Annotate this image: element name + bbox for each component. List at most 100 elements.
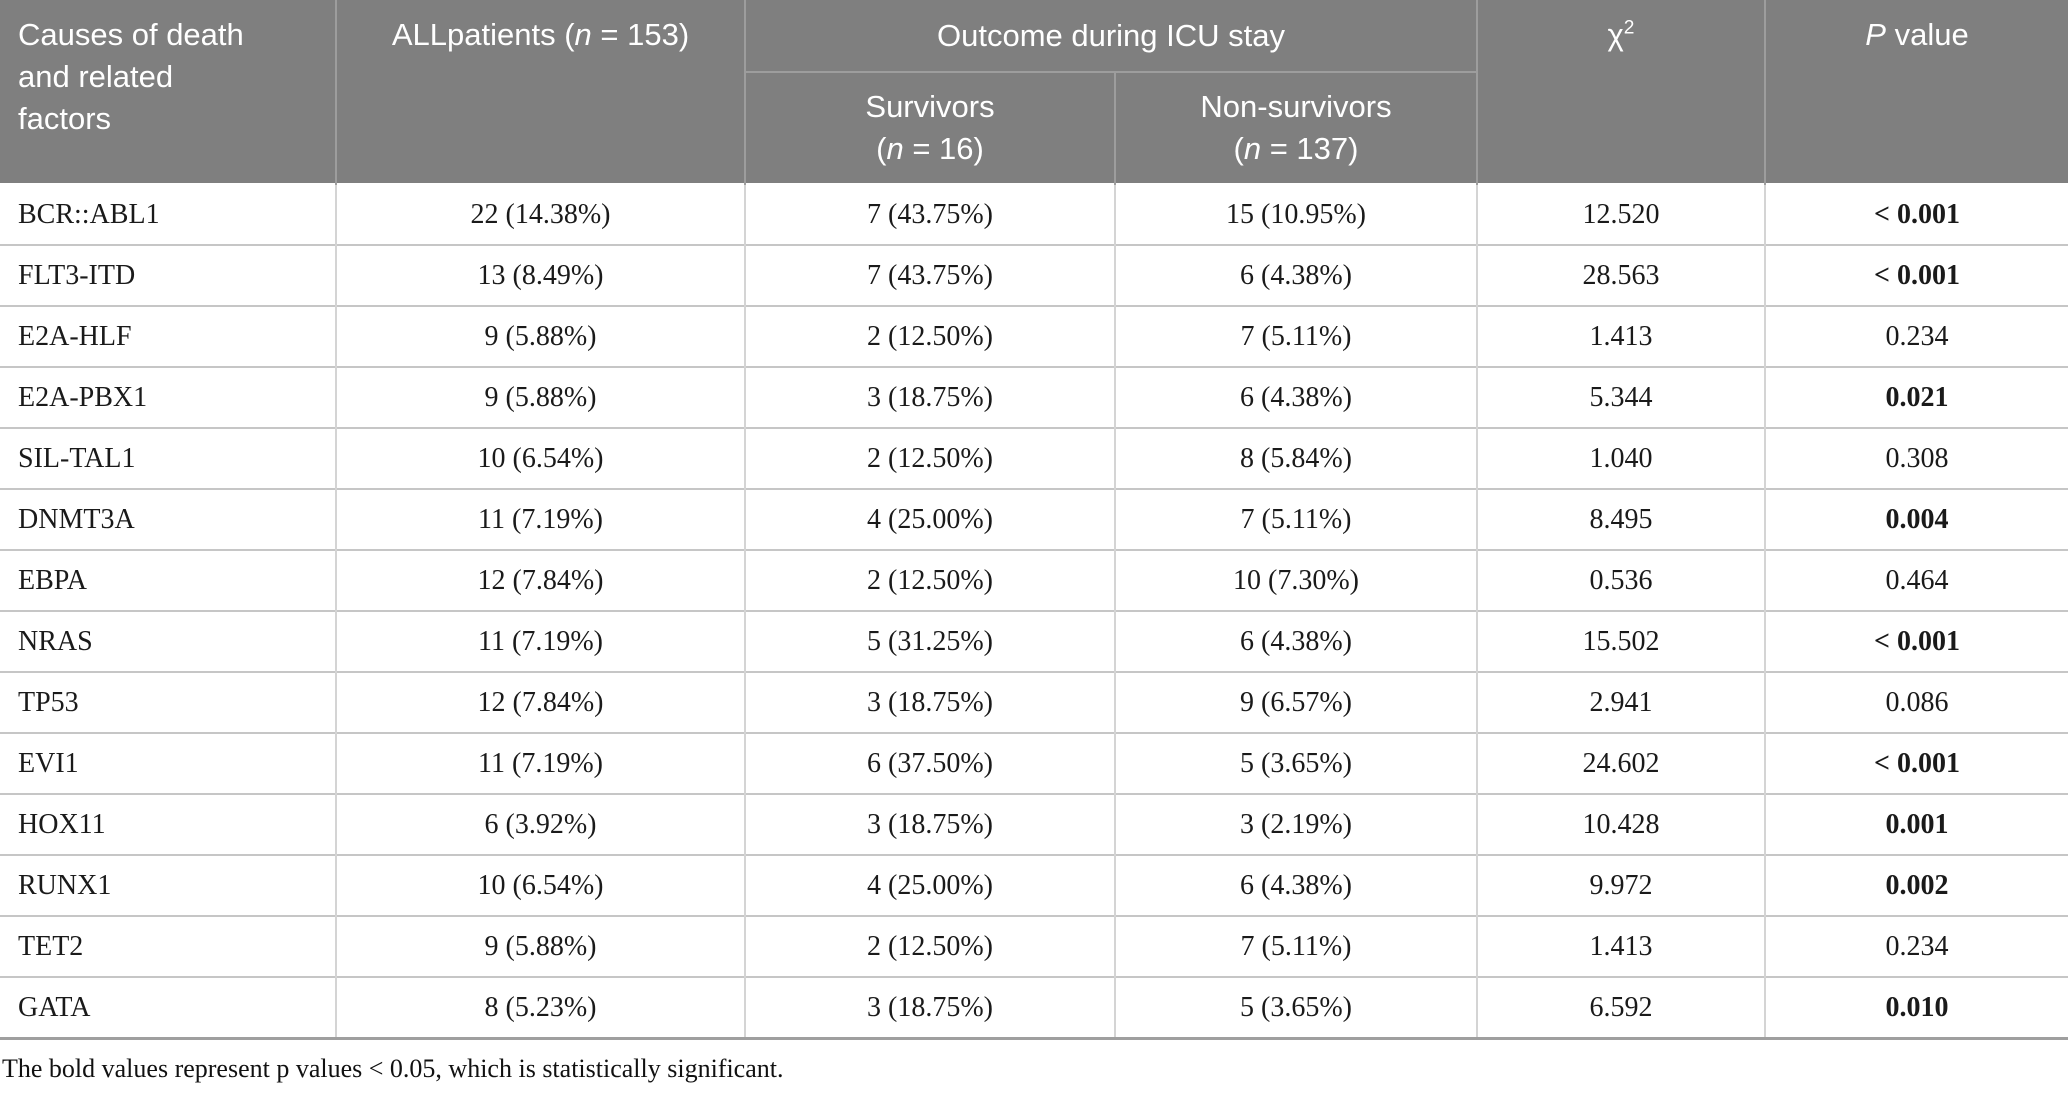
row-non-survivors: 6 (4.38%) bbox=[1114, 854, 1477, 916]
row-all-patients: 12 (7.84%) bbox=[335, 549, 745, 611]
row-p-value: 0.001 bbox=[1764, 793, 2068, 855]
row-non-survivors: 3 (2.19%) bbox=[1114, 793, 1477, 855]
row-chi-square: 12.520 bbox=[1476, 183, 1765, 245]
row-p-value: 0.002 bbox=[1764, 854, 2068, 916]
row-survivors: 7 (43.75%) bbox=[744, 244, 1115, 306]
row-all-patients: 22 (14.38%) bbox=[335, 183, 745, 245]
row-non-survivors: 7 (5.11%) bbox=[1114, 488, 1477, 550]
row-survivors: 4 (25.00%) bbox=[744, 854, 1115, 916]
row-all-patients: 10 (6.54%) bbox=[335, 854, 745, 916]
row-all-patients: 13 (8.49%) bbox=[335, 244, 745, 306]
row-non-survivors: 10 (7.30%) bbox=[1114, 549, 1477, 611]
non-survivors-label: Non-survivors bbox=[1200, 89, 1392, 124]
row-factor: SIL-TAL1 bbox=[0, 427, 336, 489]
survivors-paren-open: ( bbox=[876, 131, 887, 166]
row-factor: GATA bbox=[0, 976, 336, 1039]
row-non-survivors: 9 (6.57%) bbox=[1114, 671, 1477, 733]
row-all-patients: 9 (5.88%) bbox=[335, 305, 745, 367]
row-non-survivors: 5 (3.65%) bbox=[1114, 976, 1477, 1039]
row-p-value: 0.234 bbox=[1764, 305, 2068, 367]
row-p-value: 0.464 bbox=[1764, 549, 2068, 611]
row-p-value: < 0.001 bbox=[1764, 183, 2068, 245]
row-factor: BCR::ABL1 bbox=[0, 183, 336, 245]
row-survivors: 2 (12.50%) bbox=[744, 427, 1115, 489]
row-survivors: 3 (18.75%) bbox=[744, 671, 1115, 733]
row-chi-square: 15.502 bbox=[1476, 610, 1765, 672]
table-row: TP53 12 (7.84%) 3 (18.75%) 9 (6.57%) 2.941 0.… bbox=[0, 671, 2068, 733]
row-chi-square: 2.941 bbox=[1476, 671, 1765, 733]
row-all-patients: 8 (5.23%) bbox=[335, 976, 745, 1039]
table-row: E2A-PBX1 9 (5.88%) 3 (18.75%) 6 (4.38%) 5.34… bbox=[0, 366, 2068, 428]
col-header-causes-label: Causes of death and related factors bbox=[18, 17, 244, 136]
row-p-value: 0.308 bbox=[1764, 427, 2068, 489]
all-patients-n-italic: n bbox=[574, 17, 592, 52]
row-survivors: 5 (31.25%) bbox=[744, 610, 1115, 672]
row-factor: TET2 bbox=[0, 915, 336, 977]
row-factor: DNMT3A bbox=[0, 488, 336, 550]
survivors-count: = 16) bbox=[903, 131, 984, 166]
row-chi-square: 1.040 bbox=[1476, 427, 1765, 489]
chi-exponent: 2 bbox=[1623, 17, 1635, 39]
row-survivors: 2 (12.50%) bbox=[744, 549, 1115, 611]
row-chi-square: 24.602 bbox=[1476, 732, 1765, 794]
outcomes-table: Causes of death and related factors ALLp… bbox=[0, 0, 2068, 1040]
table-header: Causes of death and related factors ALLp… bbox=[0, 0, 2068, 184]
table-row: DNMT3A 11 (7.19%) 4 (25.00%) 7 (5.11%) 8.495… bbox=[0, 488, 2068, 550]
row-factor: FLT3-ITD bbox=[0, 244, 336, 306]
row-all-patients: 6 (3.92%) bbox=[335, 793, 745, 855]
row-survivors: 4 (25.00%) bbox=[744, 488, 1115, 550]
p-value-text: value bbox=[1885, 17, 1969, 52]
table-row: HOX11 6 (3.92%) 3 (18.75%) 3 (2.19%) 10.428 0… bbox=[0, 793, 2068, 855]
row-non-survivors: 6 (4.38%) bbox=[1114, 244, 1477, 306]
row-p-value: < 0.001 bbox=[1764, 610, 2068, 672]
table-row: FLT3-ITD 13 (8.49%) 7 (43.75%) 6 (4.38%) 28.… bbox=[0, 244, 2068, 306]
col-header-p-value: P value bbox=[1764, 0, 2068, 184]
row-p-value: 0.086 bbox=[1764, 671, 2068, 733]
table-row: NRAS 11 (7.19%) 5 (31.25%) 6 (4.38%) 15.502 <… bbox=[0, 610, 2068, 672]
survivors-label: Survivors bbox=[865, 89, 995, 124]
row-non-survivors: 5 (3.65%) bbox=[1114, 732, 1477, 794]
row-chi-square: 9.972 bbox=[1476, 854, 1765, 916]
row-all-patients: 9 (5.88%) bbox=[335, 915, 745, 977]
row-all-patients: 9 (5.88%) bbox=[335, 366, 745, 428]
row-chi-square: 10.428 bbox=[1476, 793, 1765, 855]
row-chi-square: 0.536 bbox=[1476, 549, 1765, 611]
row-factor: NRAS bbox=[0, 610, 336, 672]
row-chi-square: 8.495 bbox=[1476, 488, 1765, 550]
row-all-patients: 11 (7.19%) bbox=[335, 488, 745, 550]
table-body: BCR::ABL1 22 (14.38%) 7 (43.75%) 15 (10.95%… bbox=[0, 183, 2068, 1039]
row-survivors: 3 (18.75%) bbox=[744, 793, 1115, 855]
table-row: EVI1 11 (7.19%) 6 (37.50%) 5 (3.65%) 24.602 <… bbox=[0, 732, 2068, 794]
row-non-survivors: 6 (4.38%) bbox=[1114, 366, 1477, 428]
col-header-chi-square: χ2 bbox=[1476, 0, 1765, 184]
row-chi-square: 28.563 bbox=[1476, 244, 1765, 306]
table-footnote: The bold values represent p values < 0.0… bbox=[2, 1054, 784, 1083]
header-row-2: Survivors (n = 16) Non-survivors (n = 13… bbox=[0, 71, 2068, 184]
header-row-1: Causes of death and related factors ALLp… bbox=[0, 0, 2068, 184]
row-non-survivors: 15 (10.95%) bbox=[1114, 183, 1477, 245]
row-all-patients: 10 (6.54%) bbox=[335, 427, 745, 489]
row-chi-square: 1.413 bbox=[1476, 305, 1765, 367]
col-header-survivors: Survivors (n = 16) bbox=[744, 71, 1115, 184]
all-patients-count: = 153) bbox=[591, 17, 690, 52]
row-factor: EVI1 bbox=[0, 732, 336, 794]
row-factor: HOX11 bbox=[0, 793, 336, 855]
table-row: E2A-HLF 9 (5.88%) 2 (12.50%) 7 (5.11%) 1.413… bbox=[0, 305, 2068, 367]
row-survivors: 2 (12.50%) bbox=[744, 305, 1115, 367]
col-header-all-patients: ALLpatients (n = 153) bbox=[335, 0, 745, 184]
table-row: GATA 8 (5.23%) 3 (18.75%) 5 (3.65%) 6.592 0.0… bbox=[0, 976, 2068, 1039]
non-survivors-n-italic: n bbox=[1243, 131, 1262, 166]
row-all-patients: 11 (7.19%) bbox=[335, 732, 745, 794]
table-row: SIL-TAL1 10 (6.54%) 2 (12.50%) 8 (5.84%) 1.0… bbox=[0, 427, 2068, 489]
row-chi-square: 6.592 bbox=[1476, 976, 1765, 1039]
table-row: RUNX1 10 (6.54%) 4 (25.00%) 6 (4.38%) 9.972 0… bbox=[0, 854, 2068, 916]
table-row: BCR::ABL1 22 (14.38%) 7 (43.75%) 15 (10.95%… bbox=[0, 183, 2068, 245]
row-survivors: 2 (12.50%) bbox=[744, 915, 1115, 977]
row-non-survivors: 6 (4.38%) bbox=[1114, 610, 1477, 672]
row-p-value: 0.010 bbox=[1764, 976, 2068, 1039]
chi-symbol: χ bbox=[1607, 17, 1624, 52]
non-survivors-paren-open: ( bbox=[1233, 131, 1244, 166]
col-header-causes: Causes of death and related factors bbox=[0, 0, 336, 184]
table-row: EBPA 12 (7.84%) 2 (12.50%) 10 (7.30%) 0.536 0… bbox=[0, 549, 2068, 611]
